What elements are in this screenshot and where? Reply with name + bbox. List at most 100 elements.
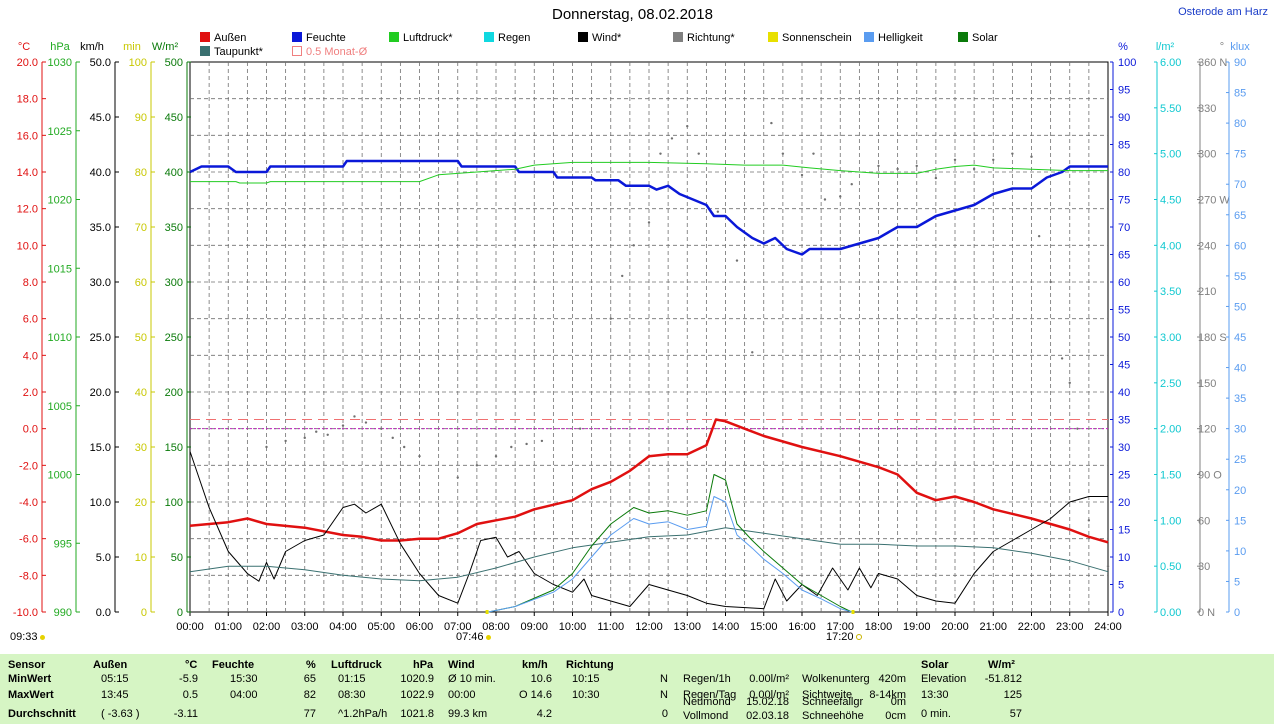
right-axis-tick-label: 0.50 — [1160, 561, 1181, 573]
wind-direction-dot — [781, 152, 785, 155]
left-axis-tick-label: -4.0 — [19, 497, 38, 509]
left-axis-tick-label: 0 — [141, 607, 147, 619]
right-axis-tick-label: 100 — [1118, 57, 1136, 69]
legend-swatch-icon — [768, 32, 778, 42]
right-axis-tick-label: 1.00 — [1160, 515, 1181, 527]
footer-cell-wind-time: 00:00 — [448, 689, 476, 701]
legend-item: 0.5 Monat-Ø — [292, 45, 367, 59]
footer-cell-rain-val: 0.00l/m² — [749, 673, 789, 685]
x-tick-label: 11:00 — [597, 621, 624, 633]
right-axis-tick-label: 45 — [1118, 360, 1130, 372]
legend-item: Regen — [484, 31, 530, 45]
footer-cell-cloud-label: Schneehöhe — [802, 710, 864, 722]
x-tick-label: 07:00 — [444, 621, 472, 633]
x-tick-label: 05:00 — [367, 621, 395, 633]
right-axis-tick-label: 120 — [1198, 424, 1216, 436]
right-axis-tick-label: 50 — [1234, 301, 1246, 313]
legend-item: Richtung* — [673, 31, 735, 45]
footer-cell-aussen-time: 05:15 — [101, 673, 129, 685]
series-taupunkt-line — [189, 527, 1109, 582]
legend-item: Sonnenschein — [768, 31, 852, 45]
x-tick-label: 00:00 — [176, 621, 204, 633]
series-helligkeit-line — [488, 496, 852, 613]
footer-cell-rain-val: 02.03.18 — [746, 710, 789, 722]
wind-direction-dot — [839, 195, 842, 198]
right-axis-tick-label: 30 — [1234, 424, 1246, 436]
left-axis-tick-label: 10.0 — [90, 497, 111, 509]
wind-direction-dot — [380, 427, 383, 430]
right-axis-tick-label: 1.50 — [1160, 470, 1181, 482]
footer-cell-cloud-val: 420m — [878, 673, 906, 685]
right-axis-tick-label: 80 — [1118, 167, 1130, 179]
wind-direction-dot — [353, 415, 356, 418]
wind-direction-dot — [659, 152, 662, 155]
right-axis-tick-label: 15 — [1234, 515, 1246, 527]
wind-direction-dot — [1106, 564, 1110, 568]
sunrise-label: 07:46 — [456, 631, 491, 643]
footer-cell-rain-val: 15.02.18 — [746, 696, 789, 708]
wind-direction-dot — [391, 436, 394, 440]
wind-direction-dot — [525, 442, 528, 446]
footer-header-sensor: Sensor — [8, 659, 46, 671]
legend-label: Sonnenschein — [782, 32, 852, 44]
left-axis-tick-label: 300 — [165, 277, 183, 289]
left-axis-tick-label: 12.0 — [17, 204, 38, 216]
footer-cell-solar-val: 125 — [1003, 689, 1022, 701]
left-axis-tick-label: 0 — [177, 607, 183, 619]
x-tick-label: 15:00 — [750, 621, 778, 633]
right-axis-tick-label: 50 — [1118, 332, 1130, 344]
footer-cell-label: Durchschnitt — [8, 708, 76, 720]
wind-direction-dot — [1037, 234, 1041, 238]
wind-direction-dot — [934, 176, 938, 180]
footer-cell-druck-time: 01:15 — [338, 673, 366, 685]
footer-cell-druck-val: 1022.9 — [400, 689, 434, 701]
wind-direction-dot — [896, 167, 899, 171]
x-tick-label: 08:00 — [482, 621, 510, 633]
right-axis-tick-label: 240 — [1198, 240, 1216, 252]
left-axis-tick-label: 90 — [135, 112, 147, 124]
footer-cell-rain-label: Regen/1h — [683, 673, 731, 685]
right-axis-tick-label: 180 S — [1198, 332, 1227, 344]
right-axis-tick-label: 25 — [1234, 454, 1246, 466]
right-axis-tick-label: 35 — [1118, 415, 1130, 427]
right-axis-tick-label: 75 — [1234, 149, 1246, 161]
right-axis-tick-label: 360 N — [1198, 57, 1227, 69]
footer-cell-solar-label: 0 min. — [921, 708, 951, 720]
footer-cell-label: MinWert — [8, 673, 52, 685]
left-axis-tick-label: -8.0 — [19, 570, 38, 582]
wind-direction-dot — [456, 476, 459, 479]
legend-item: Luftdruck* — [389, 31, 453, 45]
right-axis-tick-label: 60 — [1118, 277, 1130, 289]
footer-cell-aussen-val: -3.11 — [173, 708, 198, 720]
footer-header-solar-unit: W/m² — [988, 659, 1015, 671]
legend-item: Wind* — [578, 31, 621, 45]
footer-cell-cloud-label: Wolkenunterg — [802, 673, 870, 685]
footer-cell-solar-label: Elevation — [921, 673, 967, 685]
left-axis-tick-label: 350 — [165, 222, 183, 234]
legend-item: Taupunkt* — [200, 45, 263, 59]
sunset-icon — [855, 634, 862, 640]
right-axis-tick-label: 6.00 — [1160, 57, 1181, 69]
x-tick-label: 06:00 — [406, 621, 434, 633]
footer-cell-druck-time: ^1.2hPa/h — [338, 708, 388, 720]
wind-direction-dot — [1049, 280, 1052, 284]
footer-cell-cloud-val: 8-14km — [869, 689, 906, 701]
wind-direction-dot — [972, 167, 976, 171]
wind-direction-dot — [341, 424, 345, 427]
x-tick-label: 17:00 — [826, 621, 854, 633]
right-axis-tick-label: 330 — [1198, 103, 1216, 115]
left-axis-tick-label: 200 — [165, 387, 183, 399]
left-axis-unit: km/h — [80, 41, 104, 53]
right-axis-tick-label: 35 — [1234, 393, 1246, 405]
right-axis-tick-label: 5.50 — [1160, 103, 1181, 115]
left-axis-tick-label: 2.0 — [23, 387, 38, 399]
wind-direction-dot — [697, 152, 700, 155]
location-label: Osterode am Harz — [1178, 6, 1268, 18]
legend-label: Feuchte — [306, 32, 346, 44]
right-axis-tick-label: 40 — [1118, 387, 1130, 399]
left-axis-unit: °C — [18, 41, 30, 53]
left-axis-tick-label: -2.0 — [19, 460, 38, 472]
weather-chart: 00:00 01:00 02:00 03:00 04:00 05:00 06:00 07:00… — [13, 41, 1250, 633]
left-axis-tick-label: -6.0 — [19, 534, 38, 546]
series-luftdruck-line — [190, 161, 1108, 184]
